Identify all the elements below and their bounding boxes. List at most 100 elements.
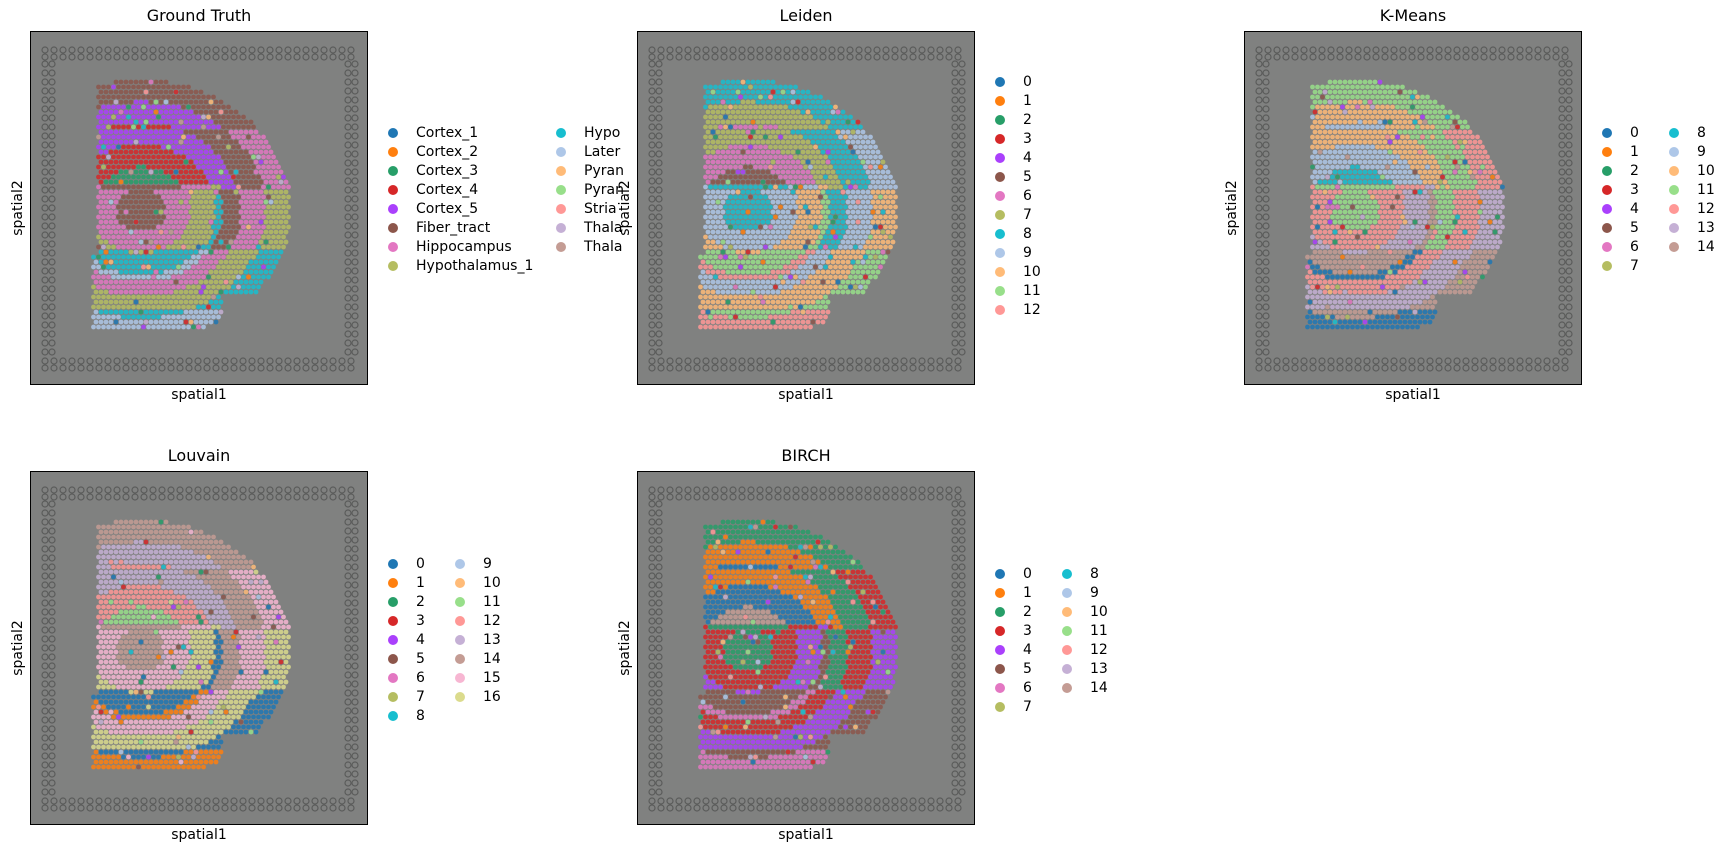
spot: [1467, 269, 1473, 275]
spot: [753, 174, 758, 180]
spot: [775, 289, 781, 295]
spot: [251, 284, 256, 290]
spot: [178, 109, 184, 115]
spot: [168, 299, 174, 305]
spot: [793, 104, 798, 110]
spot: [805, 299, 811, 305]
spot: [1392, 219, 1398, 225]
legend-label: Cortex_5: [416, 201, 479, 217]
spot: [128, 99, 134, 105]
spot: [1340, 154, 1345, 160]
spot: [236, 194, 241, 200]
spot: [725, 139, 731, 145]
spot: [1335, 194, 1340, 200]
spot: [753, 154, 758, 160]
spot: [1340, 124, 1345, 130]
spot: [763, 184, 768, 190]
spot: [1325, 284, 1330, 290]
spot: [1337, 119, 1343, 125]
spot: [763, 144, 768, 150]
spot: [760, 239, 766, 245]
spot: [803, 94, 808, 100]
spot: [808, 304, 813, 310]
spot: [1452, 139, 1458, 145]
spot: [1390, 254, 1395, 260]
spot: [1435, 224, 1440, 230]
spot: [808, 184, 813, 190]
spot: [1422, 189, 1428, 195]
spot: [800, 289, 806, 295]
spot: [186, 194, 191, 200]
spot: [790, 259, 796, 265]
spot: [228, 179, 234, 185]
spot: [1437, 149, 1443, 155]
spot: [1352, 129, 1358, 135]
spot: [810, 129, 816, 135]
spot: [833, 204, 838, 210]
spot: [790, 289, 796, 295]
spot: [1455, 124, 1460, 130]
spot: [273, 179, 279, 185]
spot: [813, 164, 818, 170]
spot: [136, 254, 141, 260]
spot: [1372, 89, 1378, 95]
spot: [261, 154, 266, 160]
spot: [201, 294, 206, 300]
spot: [133, 289, 139, 295]
spot: [151, 244, 156, 250]
spot: [1325, 274, 1330, 280]
spot: [276, 214, 281, 220]
spot: [1420, 94, 1425, 100]
spot: [1325, 264, 1330, 270]
spot: [201, 94, 206, 100]
spot: [728, 194, 733, 200]
spot: [810, 189, 816, 195]
spot: [1327, 319, 1333, 325]
spot: [1367, 279, 1373, 285]
spot: [1402, 239, 1408, 245]
spot: [860, 209, 866, 215]
spot: [1420, 184, 1425, 190]
spot: [718, 134, 723, 140]
spot: [1377, 249, 1383, 255]
spot: [1360, 154, 1365, 160]
spot: [153, 119, 159, 125]
spot: [1392, 229, 1398, 235]
spot: [1335, 164, 1340, 170]
spot: [251, 234, 256, 240]
spot: [138, 139, 144, 145]
spot: [228, 189, 234, 195]
spot: [258, 269, 264, 275]
spot: [151, 204, 156, 210]
spot: [151, 274, 156, 280]
spot: [216, 214, 221, 220]
spot: [1360, 234, 1365, 240]
spot: [166, 224, 171, 230]
spot: [1415, 204, 1420, 210]
spot: [1417, 139, 1423, 145]
spot: [858, 154, 863, 160]
legend-label: 3: [1023, 131, 1032, 147]
spot: [216, 304, 221, 310]
spot: [855, 209, 861, 215]
spot: [738, 214, 743, 220]
spot: [143, 139, 149, 145]
spot: [813, 114, 818, 120]
spot: [96, 104, 101, 110]
spot: [1385, 224, 1390, 230]
spot: [740, 139, 746, 145]
spot: [1405, 154, 1410, 160]
spot: [870, 139, 876, 145]
spot: [718, 144, 723, 150]
spot: [1467, 229, 1473, 235]
legend-marker: [556, 185, 566, 195]
spot: [1325, 134, 1330, 140]
spot: [1410, 94, 1415, 100]
spot: [198, 179, 204, 185]
spot: [241, 194, 246, 200]
spot: [96, 214, 101, 220]
spot: [1470, 264, 1475, 270]
spot: [770, 79, 776, 85]
spot: [1382, 319, 1388, 325]
spot: [813, 224, 818, 230]
